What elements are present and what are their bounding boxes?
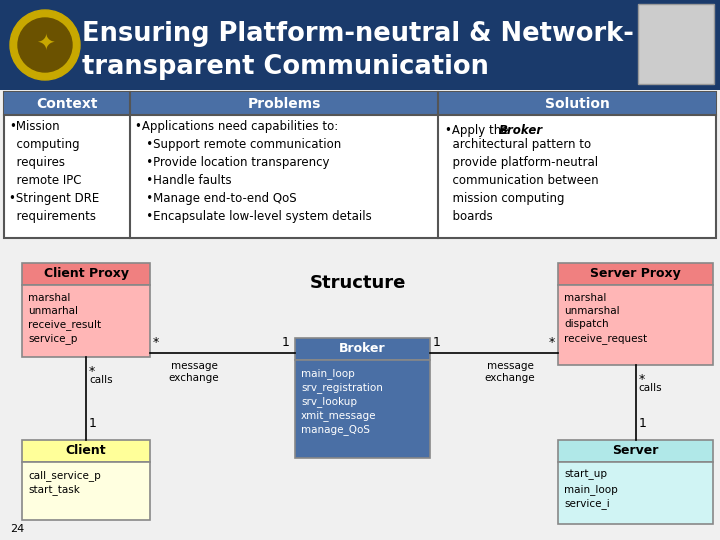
- FancyBboxPatch shape: [638, 4, 714, 84]
- Text: Client Proxy: Client Proxy: [43, 267, 128, 280]
- FancyBboxPatch shape: [22, 285, 150, 357]
- Text: start_up
main_loop
service_i: start_up main_loop service_i: [564, 470, 618, 509]
- Text: 1: 1: [433, 336, 441, 349]
- Text: 1: 1: [282, 336, 290, 349]
- FancyBboxPatch shape: [22, 263, 150, 285]
- FancyBboxPatch shape: [295, 338, 430, 360]
- Text: •Mission
  computing
  requires
  remote IPC
•Stringent DRE
  requirements: •Mission computing requires remote IPC •…: [9, 120, 99, 223]
- FancyBboxPatch shape: [558, 263, 713, 285]
- Text: main_loop
srv_registration
srv_lookup
xmit_message
manage_QoS: main_loop srv_registration srv_lookup xm…: [301, 368, 383, 435]
- Text: architectural pattern to
  provide platform-neutral
  communication between
  mi: architectural pattern to provide platfor…: [445, 138, 598, 223]
- Text: calls: calls: [639, 383, 662, 393]
- Text: *: *: [89, 365, 95, 378]
- Text: message
exchange: message exchange: [485, 361, 535, 383]
- FancyBboxPatch shape: [558, 440, 713, 462]
- FancyBboxPatch shape: [4, 92, 716, 238]
- Text: Broker: Broker: [339, 342, 386, 355]
- FancyBboxPatch shape: [130, 92, 438, 115]
- FancyBboxPatch shape: [558, 285, 713, 365]
- Text: 1: 1: [639, 417, 647, 430]
- Text: •Applications need capabilities to:
   •Support remote communication
   •Provide: •Applications need capabilities to: •Sup…: [135, 120, 372, 223]
- Text: ✦: ✦: [36, 35, 54, 55]
- Text: *: *: [549, 336, 555, 349]
- Text: calls: calls: [89, 375, 112, 385]
- Text: message
exchange: message exchange: [168, 361, 220, 383]
- FancyBboxPatch shape: [22, 462, 150, 520]
- FancyBboxPatch shape: [22, 440, 150, 462]
- Text: Ensuring Platform-neutral & Network-: Ensuring Platform-neutral & Network-: [82, 21, 634, 47]
- FancyBboxPatch shape: [558, 462, 713, 524]
- Text: marshal
unmarhal
receive_result
service_p: marshal unmarhal receive_result service_…: [28, 293, 101, 345]
- Text: Problems: Problems: [247, 97, 320, 111]
- Text: Client: Client: [66, 444, 107, 457]
- Text: *: *: [639, 373, 644, 386]
- Circle shape: [10, 10, 80, 80]
- FancyBboxPatch shape: [0, 0, 720, 90]
- Circle shape: [18, 18, 72, 72]
- Text: Broker: Broker: [499, 124, 543, 137]
- FancyBboxPatch shape: [438, 92, 716, 115]
- Text: Solution: Solution: [544, 97, 609, 111]
- Text: Server Proxy: Server Proxy: [590, 267, 681, 280]
- Text: Context: Context: [36, 97, 98, 111]
- Text: *: *: [153, 336, 159, 349]
- FancyBboxPatch shape: [295, 360, 430, 458]
- Text: call_service_p
start_task: call_service_p start_task: [28, 470, 101, 495]
- Text: 1: 1: [89, 417, 97, 430]
- Text: •Apply the: •Apply the: [445, 124, 512, 137]
- Text: transparent Communication: transparent Communication: [82, 54, 489, 80]
- FancyBboxPatch shape: [4, 92, 130, 115]
- Text: Structure: Structure: [310, 274, 406, 292]
- Text: Server: Server: [612, 444, 659, 457]
- Text: marshal
unmarshal
dispatch
receive_request: marshal unmarshal dispatch receive_reque…: [564, 293, 647, 343]
- Text: 24: 24: [10, 524, 24, 534]
